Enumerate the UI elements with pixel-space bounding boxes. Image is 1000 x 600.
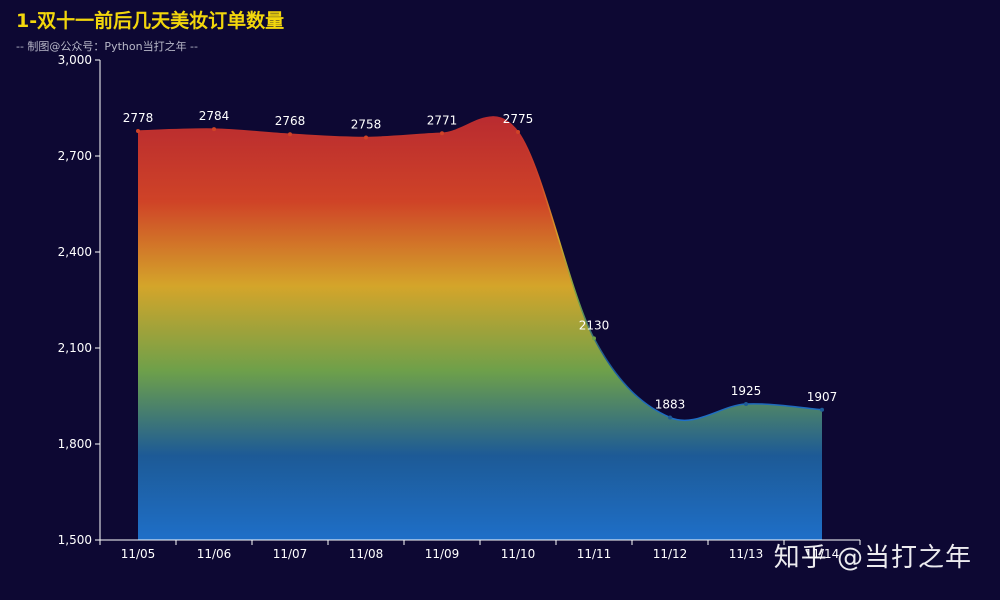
x-tick-label: 11/10 — [501, 547, 536, 561]
series-line — [137, 116, 823, 422]
data-point — [136, 129, 140, 134]
x-tick-label: 11/12 — [653, 547, 688, 561]
data-point — [744, 402, 748, 406]
data-point — [364, 135, 368, 140]
x-tick-label: 11/09 — [425, 547, 460, 561]
x-tick-label: 11/13 — [729, 547, 764, 561]
x-tick-label: 11/11 — [577, 547, 612, 561]
data-label: 1907 — [807, 390, 838, 404]
data-point — [592, 336, 596, 341]
data-point — [668, 415, 672, 420]
y-tick-label: 1,500 — [58, 533, 92, 547]
chart-title: 1-双十一前后几天美妆订单数量 — [16, 10, 285, 32]
x-tick-label: 11/06 — [197, 547, 232, 561]
y-tick-label: 2,400 — [58, 245, 92, 259]
data-label: 2775 — [503, 112, 534, 126]
data-point — [440, 131, 444, 136]
data-label: 1883 — [655, 397, 686, 411]
x-tick-label: 11/07 — [273, 547, 308, 561]
x-tick-label: 11/14 — [805, 547, 840, 561]
y-tick-label: 1,800 — [58, 437, 92, 451]
data-label: 2768 — [275, 114, 306, 128]
data-label: 1925 — [731, 384, 762, 398]
chart-subtitle: -- 制图@公众号：Python当打之年 -- — [16, 40, 198, 53]
data-label: 2778 — [123, 111, 154, 125]
y-tick-label: 2,700 — [58, 149, 92, 163]
y-tick-label: 2,100 — [58, 341, 92, 355]
data-point — [212, 127, 216, 132]
y-tick-label: 3,000 — [58, 53, 92, 67]
data-label: 2771 — [427, 113, 458, 127]
data-label: 2784 — [199, 109, 230, 123]
x-tick-label: 11/05 — [121, 547, 156, 561]
data-point — [516, 130, 520, 134]
watermark: 知乎 @当打之年 — [773, 543, 972, 573]
data-point — [820, 407, 824, 412]
data-label: 2130 — [579, 318, 610, 332]
area-fill — [138, 116, 822, 540]
x-tick-label: 11/08 — [349, 547, 384, 561]
data-point — [288, 132, 292, 137]
data-label: 2758 — [351, 117, 382, 131]
